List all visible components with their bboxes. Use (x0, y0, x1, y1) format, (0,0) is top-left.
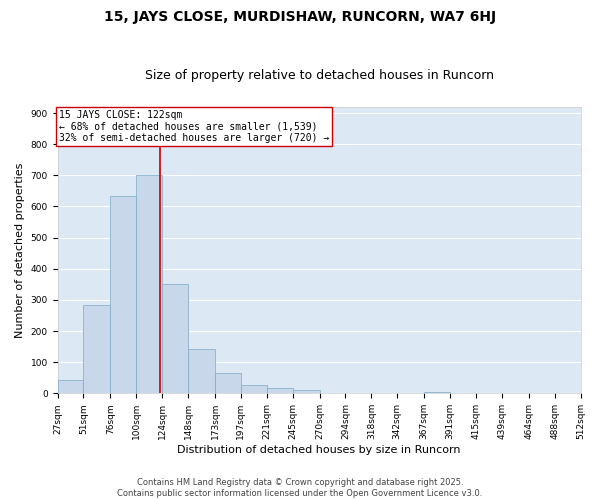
Y-axis label: Number of detached properties: Number of detached properties (15, 162, 25, 338)
Bar (162, 284, 188, 394)
Bar (136, 176, 162, 394)
Bar (424, 392, 450, 394)
Bar (110, 196, 136, 394)
Bar (241, 384, 267, 394)
Bar (58, 380, 83, 394)
X-axis label: Distribution of detached houses by size in Runcorn: Distribution of detached houses by size … (177, 445, 461, 455)
Bar (267, 388, 293, 394)
Bar (293, 390, 320, 394)
Bar (83, 305, 110, 394)
Bar (188, 349, 215, 394)
Text: 15, JAYS CLOSE, MURDISHAW, RUNCORN, WA7 6HJ: 15, JAYS CLOSE, MURDISHAW, RUNCORN, WA7 … (104, 10, 496, 24)
Text: Contains HM Land Registry data © Crown copyright and database right 2025.
Contai: Contains HM Land Registry data © Crown c… (118, 478, 482, 498)
Bar (215, 373, 241, 394)
Title: Size of property relative to detached houses in Runcorn: Size of property relative to detached ho… (145, 69, 494, 82)
Text: 15 JAYS CLOSE: 122sqm
← 68% of detached houses are smaller (1,539)
32% of semi-d: 15 JAYS CLOSE: 122sqm ← 68% of detached … (59, 110, 329, 143)
